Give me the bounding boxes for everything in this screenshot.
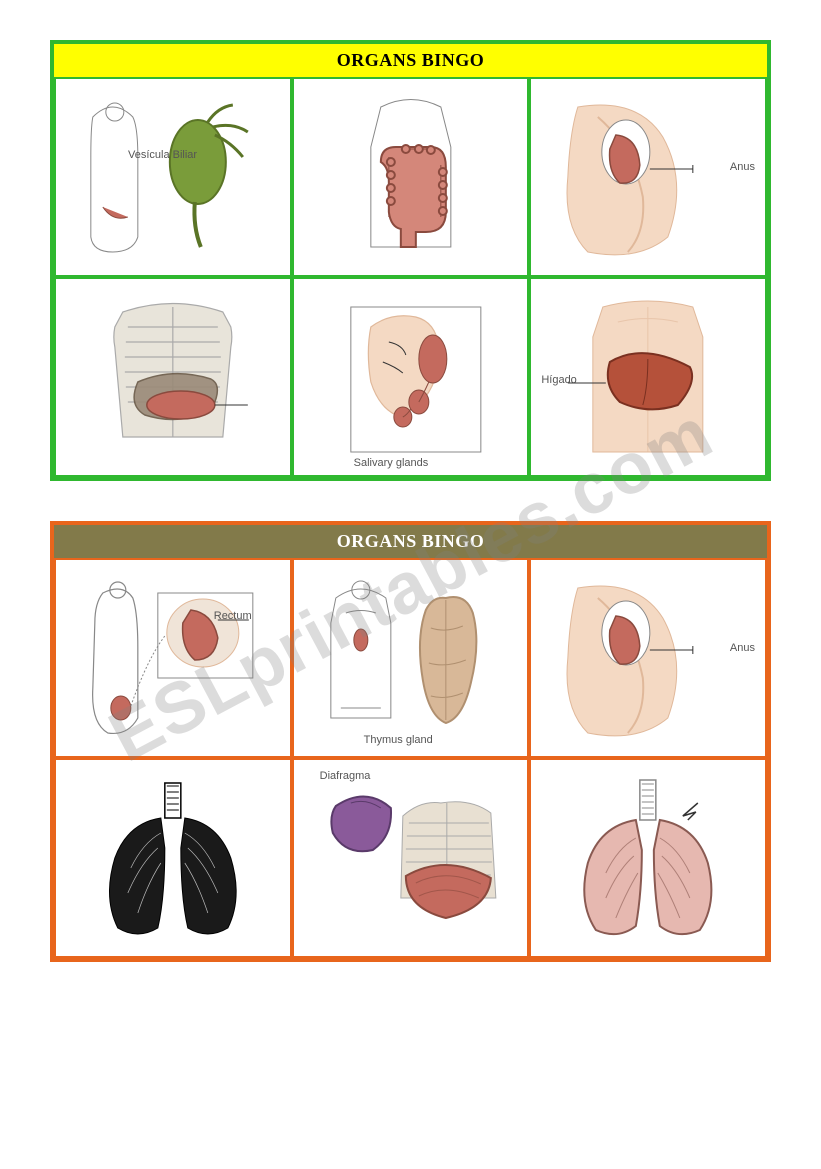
bingo-cell-liver: Hígado [529, 277, 767, 477]
card1-header: ORGANS BINGO [54, 44, 767, 77]
bingo-card-1: ORGANS BINGO Vesícula Biliar [50, 40, 771, 481]
bingo-cell-pancreas [54, 277, 292, 477]
bingo-card-2: ORGANS BINGO Rectum [50, 521, 771, 962]
bingo-cell-rectum: Rectum [54, 558, 292, 758]
card1-grid: Vesícula Biliar Anus [54, 77, 767, 477]
card2-header: ORGANS BINGO [54, 525, 767, 558]
bingo-cell-anus: Anus [529, 77, 767, 277]
organ-label: Thymus gland [364, 734, 433, 746]
card2-grid: Rectum Thymus gland Anus [54, 558, 767, 958]
organ-label: Anus [730, 161, 755, 173]
bingo-cell-lungs-bw [54, 758, 292, 958]
bingo-cell-large-intestine [292, 77, 530, 277]
organ-label: Anus [730, 642, 755, 654]
bingo-cell-diaphragm: Diafragma [292, 758, 530, 958]
bingo-cell-anus: Anus [529, 558, 767, 758]
bingo-cell-lungs-pink [529, 758, 767, 958]
organ-label: Hígado [541, 374, 576, 386]
organ-label: Rectum [214, 610, 252, 622]
bingo-cell-salivary-glands: Salivary glands [292, 277, 530, 477]
organ-label: Vesícula Biliar [128, 149, 197, 161]
bingo-cell-gallbladder: Vesícula Biliar [54, 77, 292, 277]
organ-label: Salivary glands [354, 457, 429, 469]
organ-label: Diafragma [320, 770, 371, 782]
bingo-cell-thymus: Thymus gland [292, 558, 530, 758]
